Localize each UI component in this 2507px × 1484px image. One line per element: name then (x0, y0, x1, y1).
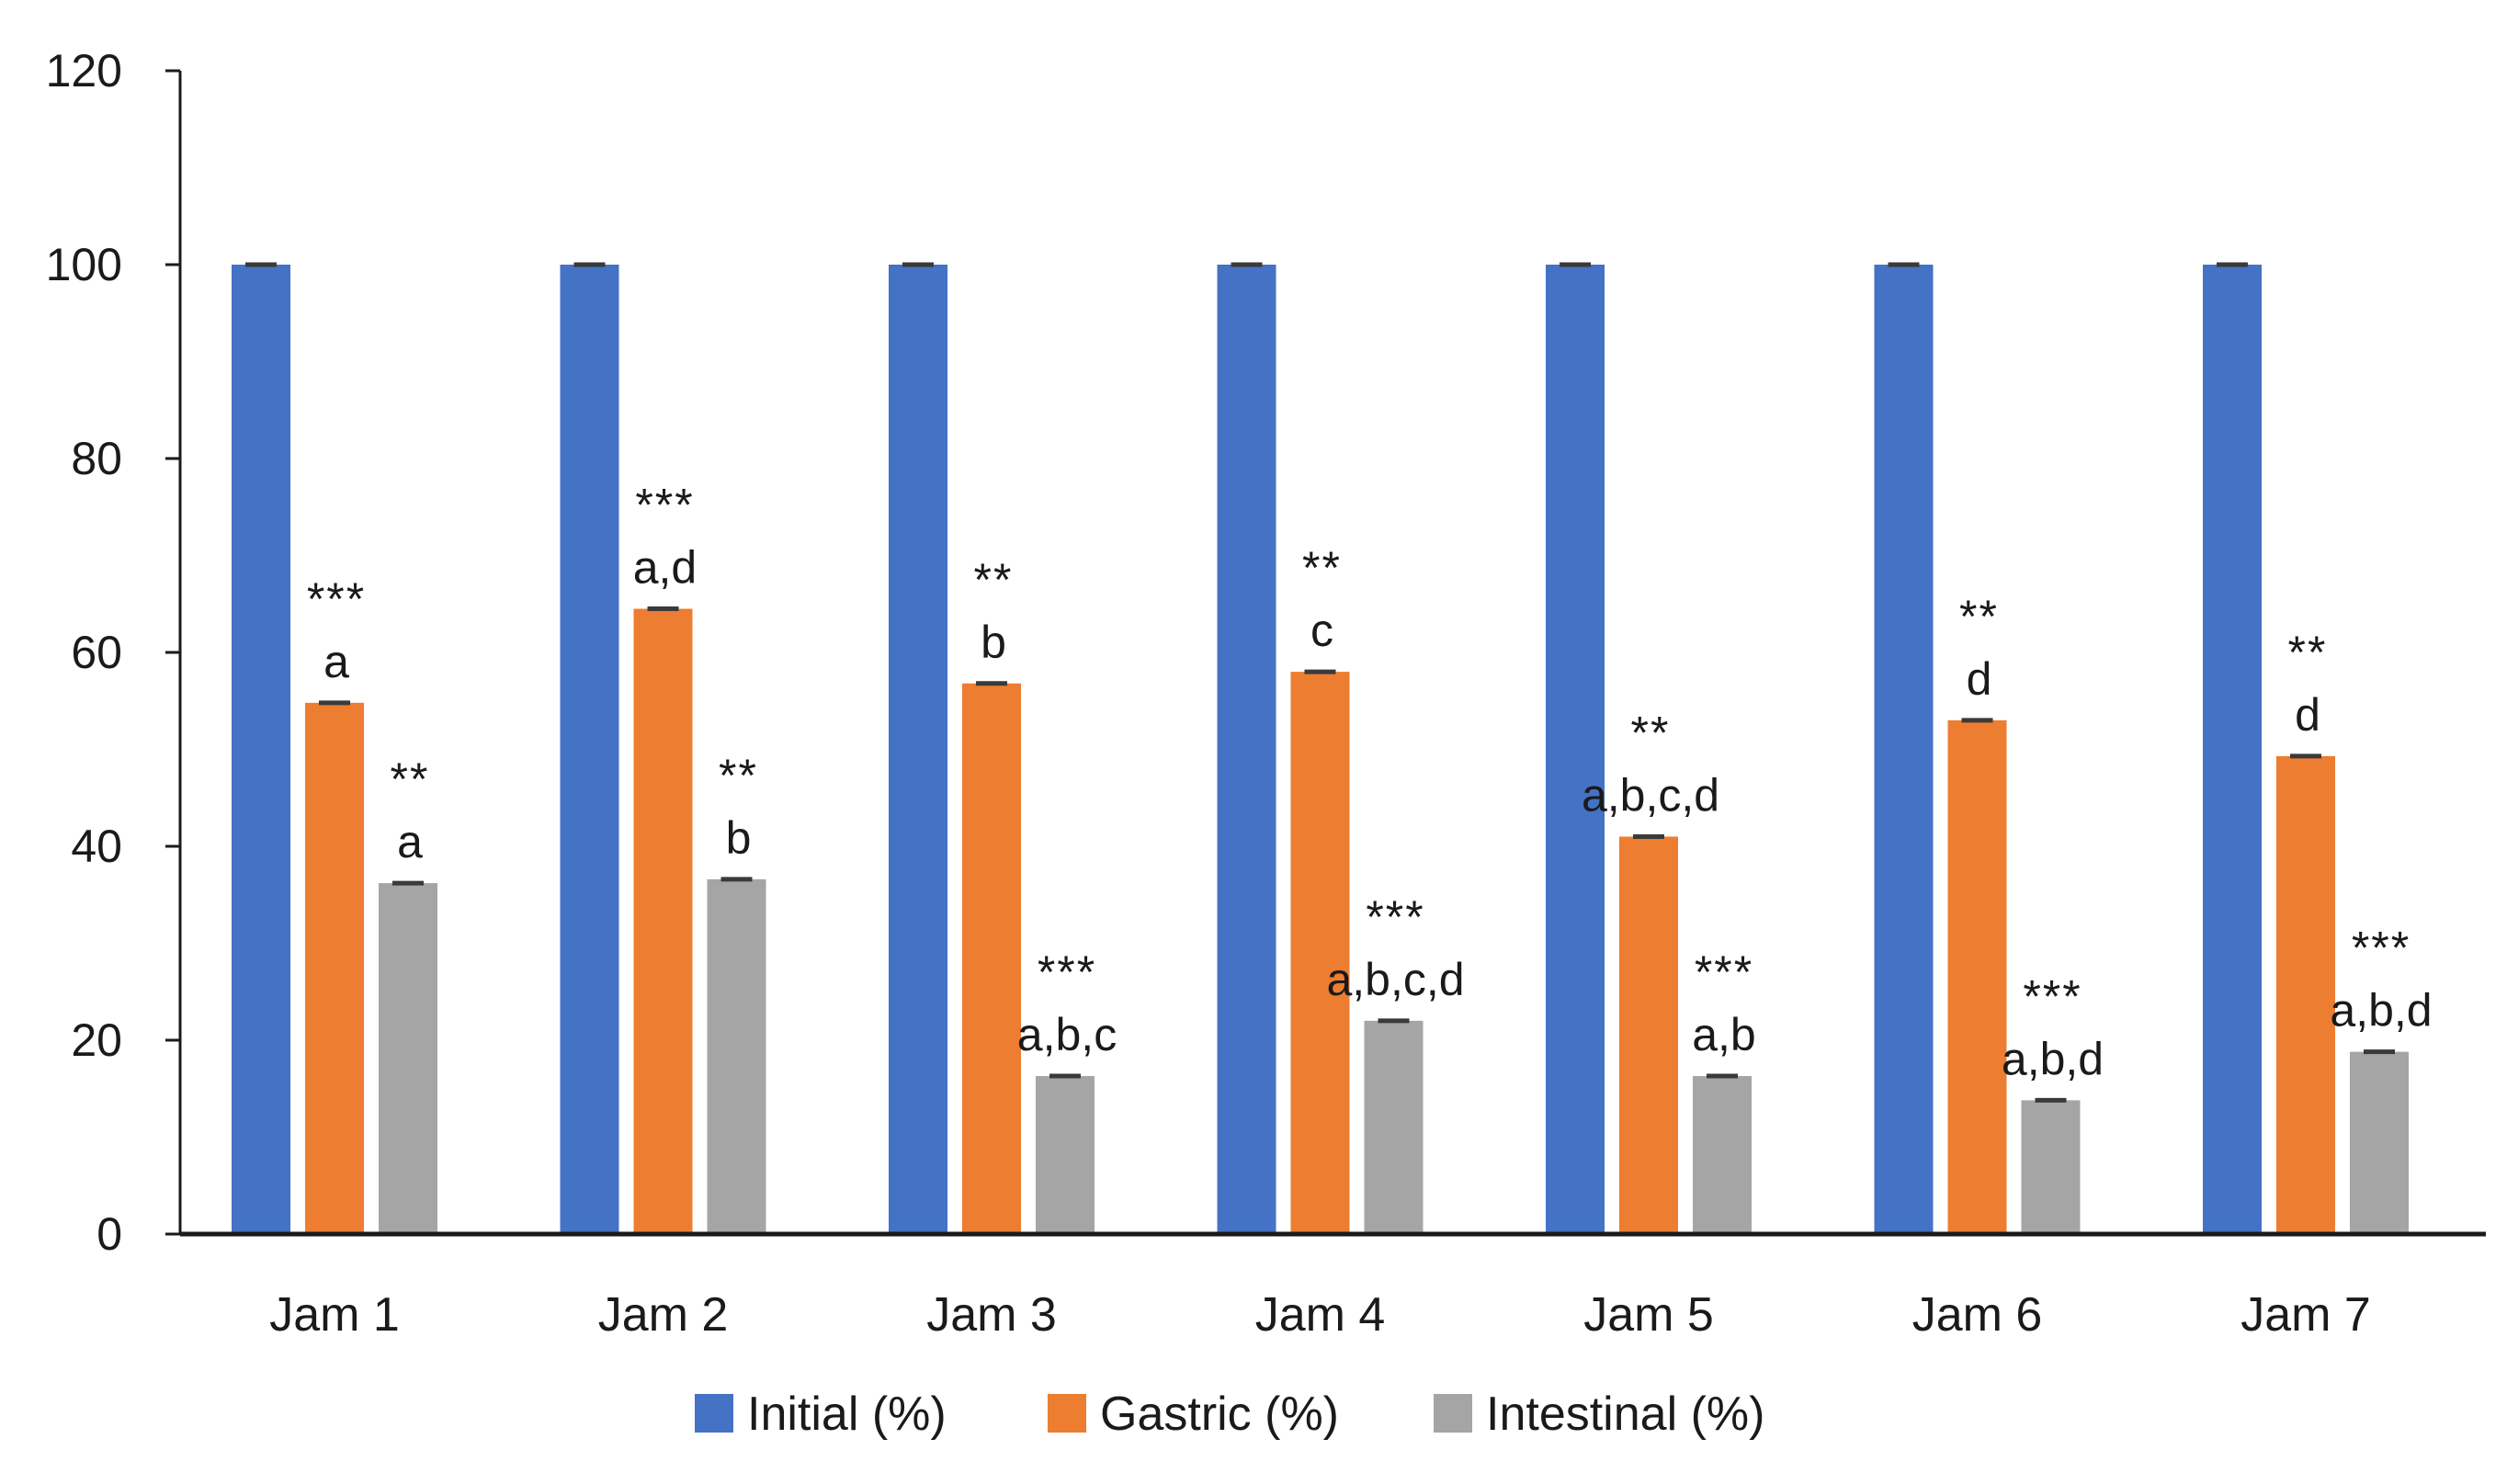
bar-initial-jam-7 (2203, 265, 2262, 1234)
letter-label: a,b,c,d (1582, 769, 1719, 821)
x-category-label: Jam 7 (2240, 1288, 2371, 1342)
significance-label: *** (1366, 891, 1424, 943)
bar-intestinal-jam-3 (1036, 1076, 1095, 1234)
bar-initial-jam-1 (232, 265, 290, 1234)
legend-swatch (1048, 1394, 1086, 1433)
significance-label: *** (2352, 923, 2411, 974)
x-category-label: Jam 6 (1912, 1288, 2043, 1342)
letter-label: a,d (633, 542, 698, 594)
significance-label: ** (974, 554, 1014, 606)
significance-label: ** (1631, 707, 1671, 758)
significance-label: ** (1959, 591, 1999, 642)
letter-label: a,b,d (2330, 985, 2432, 1037)
bar-initial-jam-4 (1217, 265, 1276, 1234)
significance-label: *** (2023, 970, 2082, 1022)
significance-label: *** (1038, 946, 1096, 998)
bars (232, 262, 2409, 1234)
x-category-label: Jam 1 (269, 1288, 400, 1342)
legend-swatch (1434, 1394, 1472, 1433)
letter-label: a,b,c,d (1326, 954, 1464, 1005)
legend-label: Gastric (%) (1100, 1388, 1339, 1441)
bar-gastric-jam-7 (2276, 755, 2335, 1234)
legend-swatch (695, 1394, 733, 1433)
significance-label: *** (1695, 946, 1753, 998)
y-axis: 0 20 40 60 80 100 120 (46, 45, 182, 1260)
y-tick-label: 100 (46, 239, 122, 290)
letter-label: d (2295, 689, 2320, 741)
letter-label: b (726, 812, 752, 864)
bar-intestinal-jam-1 (379, 883, 437, 1234)
x-category-label: Jam 2 (598, 1288, 729, 1342)
bar-gastric-jam-1 (305, 702, 364, 1234)
bar-initial-jam-5 (1546, 265, 1605, 1234)
letter-label: d (1967, 653, 1992, 705)
legend-item-initial: Initial (%) (695, 1388, 947, 1441)
letter-label: a (397, 816, 423, 867)
significance-label: ** (1302, 542, 1342, 594)
legend-item-gastric: Gastric (%) (1048, 1388, 1339, 1441)
bar-intestinal-jam-6 (2021, 1100, 2081, 1234)
letter-label: a,b,c (1017, 1009, 1117, 1060)
y-tick-label: 20 (71, 1014, 122, 1066)
bar-gastric-jam-2 (633, 608, 693, 1234)
letter-label: a,b,d (2002, 1033, 2104, 1084)
legend: Initial (%) Gastric (%) Intestinal (%) (695, 1388, 1764, 1441)
legend-item-intestinal: Intestinal (%) (1434, 1388, 1764, 1441)
bar-intestinal-jam-5 (1693, 1076, 1752, 1234)
x-category-label: Jam 5 (1583, 1288, 1714, 1342)
legend-label: Intestinal (%) (1486, 1388, 1764, 1441)
bar-gastric-jam-5 (1619, 836, 1678, 1234)
x-axis: Jam 1 Jam 2 Jam 3 Jam 4 Jam 5 Jam 6 Jam 7 (180, 1231, 2486, 1342)
bar-intestinal-jam-2 (707, 878, 766, 1234)
bar-gastric-jam-6 (1947, 719, 2007, 1234)
letter-label: b (981, 617, 1006, 668)
bar-intestinal-jam-4 (1364, 1020, 1424, 1234)
significance-label: *** (307, 573, 366, 625)
significance-label: ** (2288, 627, 2328, 678)
letter-label: c (1310, 605, 1333, 656)
y-tick-label: 40 (71, 821, 122, 872)
x-category-label: Jam 3 (926, 1288, 1057, 1342)
significance-label: ** (719, 750, 758, 801)
bar-initial-jam-3 (889, 265, 947, 1234)
bar-gastric-jam-3 (962, 683, 1021, 1234)
significance-label: ** (391, 753, 430, 805)
bar-intestinal-jam-7 (2350, 1051, 2409, 1234)
letter-label: a,b (1692, 1009, 1756, 1060)
x-category-label: Jam 4 (1255, 1288, 1386, 1342)
y-tick-label: 60 (71, 627, 122, 678)
bar-initial-jam-2 (560, 265, 619, 1234)
legend-label: Initial (%) (747, 1388, 947, 1441)
y-tick-label: 120 (46, 45, 122, 96)
y-tick-label: 0 (96, 1208, 122, 1260)
significance-label: *** (635, 480, 694, 531)
annotations: *** a ** a *** a,d ** b ** b *** a,b,c ** c *** a,b,c,d… (307, 480, 2433, 1085)
bar-initial-jam-6 (1874, 265, 1934, 1234)
bar-gastric-jam-4 (1290, 672, 1350, 1234)
letter-label: a (323, 636, 349, 687)
y-tick-label: 80 (71, 433, 122, 484)
